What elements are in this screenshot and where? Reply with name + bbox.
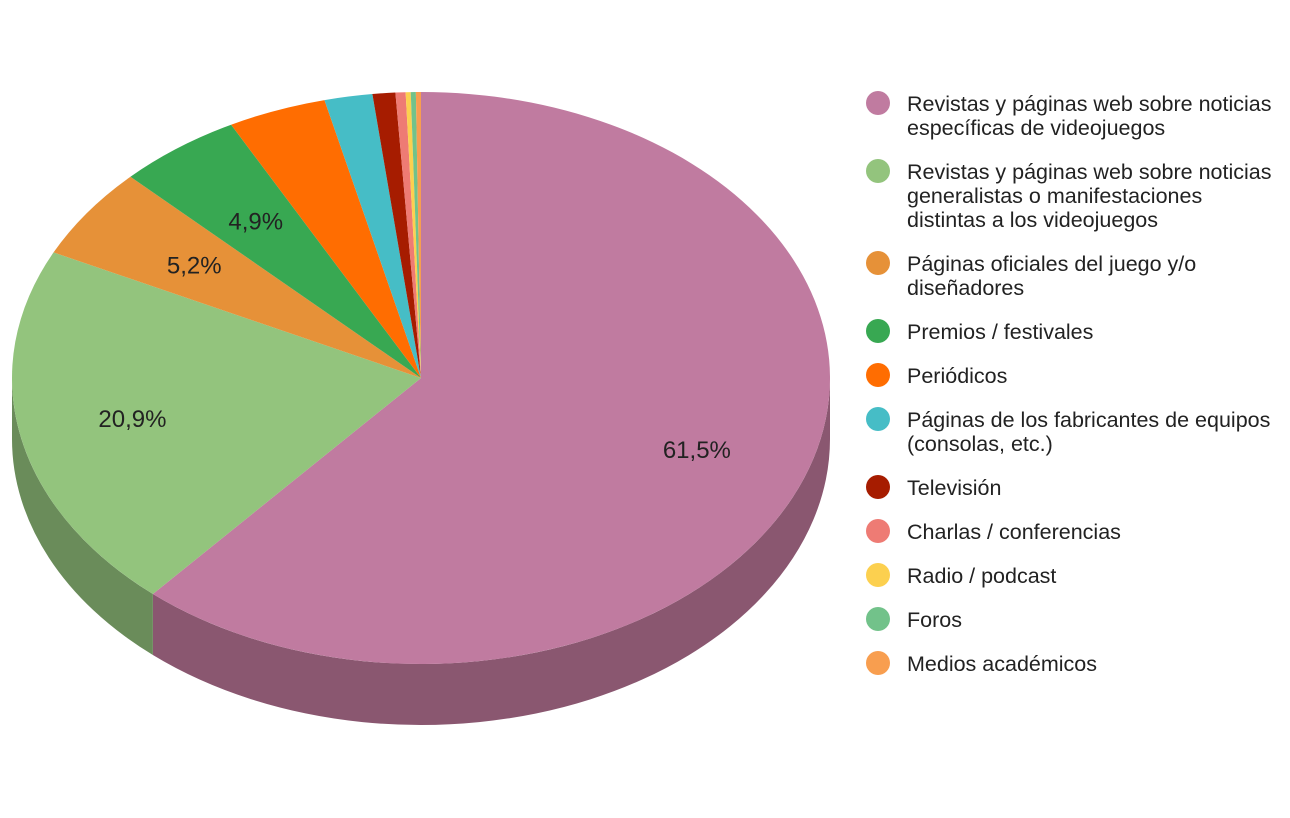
legend-swatch: [866, 319, 890, 343]
legend-label: (consolas, etc.): [907, 432, 1053, 456]
legend-label: específicas de videojuegos: [907, 116, 1165, 140]
slice-side-revistas-y-paginas-web-sobre-noticias-es: [152, 378, 830, 725]
legend-item-charlas-conferencias[interactable]: Charlas / conferencias: [866, 519, 1121, 544]
slice-radio-podcast[interactable]: [405, 92, 421, 378]
legend-label: Páginas oficiales del juego y/o: [907, 252, 1196, 276]
legend-label: Televisión: [907, 476, 1001, 500]
legend-label: diseñadores: [907, 276, 1024, 300]
slice-paginas-de-los-fabricantes-de-equipos-co[interactable]: [324, 94, 421, 378]
legend-item-revistas-y-paginas-web-sobre-noticias-es[interactable]: Revistas y páginas web sobre noticiasesp…: [866, 91, 1272, 140]
pie-slices: [12, 92, 830, 664]
legend-swatch: [866, 607, 890, 631]
slice-periodicos[interactable]: [231, 100, 421, 379]
legend-item-paginas-de-los-fabricantes-de-equipos-co[interactable]: Páginas de los fabricantes de equipos(co…: [866, 407, 1270, 456]
legend-label: Medios académicos: [907, 652, 1097, 676]
slice-paginas-oficiales-del-juego-y-o-disenado[interactable]: [53, 176, 421, 378]
slice-television[interactable]: [372, 92, 421, 378]
slice-charlas-conferencias[interactable]: [395, 92, 421, 379]
slice-revistas-y-paginas-web-sobre-noticias-ge[interactable]: [12, 252, 421, 594]
legend-swatch: [866, 651, 890, 675]
legend-label: Páginas de los fabricantes de equipos: [907, 408, 1270, 432]
slice-labels: 61,5% 20,9% 5,2%4,9%: [98, 209, 731, 464]
slice-label: 61,5%: [663, 437, 731, 464]
legend-item-paginas-oficiales-del-juego-y-o-disenado[interactable]: Páginas oficiales del juego y/odiseñador…: [866, 251, 1196, 300]
legend-item-television[interactable]: Televisión: [866, 475, 1001, 500]
legend-swatch: [866, 91, 890, 115]
legend-label: distintas a los videojuegos: [907, 208, 1158, 232]
slice-label: 4,9%: [228, 209, 283, 236]
legend-swatch: [866, 159, 890, 183]
slice-side-revistas-y-paginas-web-sobre-noticias-ge: [12, 378, 153, 655]
legend-swatch: [866, 363, 890, 387]
legend-item-revistas-y-paginas-web-sobre-noticias-ge[interactable]: Revistas y páginas web sobre noticiasgen…: [866, 159, 1272, 232]
legend-item-medios-academicos[interactable]: Medios académicos: [866, 651, 1097, 676]
legend-item-periodicos[interactable]: Periódicos: [866, 363, 1007, 388]
legend-label: Periódicos: [907, 364, 1007, 388]
legend-label: generalistas o manifestaciones: [907, 184, 1202, 208]
legend-label: Foros: [907, 608, 962, 632]
slice-premios-festivales[interactable]: [130, 124, 421, 378]
legend-swatch: [866, 519, 890, 543]
legend-swatch: [866, 407, 890, 431]
pie-sides: [12, 378, 830, 725]
legend-item-foros[interactable]: Foros: [866, 607, 962, 632]
legend-label: Revistas y páginas web sobre noticias: [907, 160, 1272, 184]
legend-swatch: [866, 475, 890, 499]
legend-item-radio-podcast[interactable]: Radio / podcast: [866, 563, 1056, 588]
slice-foros[interactable]: [410, 92, 421, 378]
slice-medios-academicos[interactable]: [415, 92, 421, 378]
legend: Revistas y páginas web sobre noticiasesp…: [866, 91, 1272, 676]
legend-label: Charlas / conferencias: [907, 520, 1121, 544]
legend-item-premios-festivales[interactable]: Premios / festivales: [866, 319, 1093, 344]
slice-revistas-y-paginas-web-sobre-noticias-es[interactable]: [152, 92, 830, 664]
legend-label: Premios / festivales: [907, 320, 1093, 344]
slice-label: 5,2%: [167, 252, 222, 279]
legend-swatch: [866, 251, 890, 275]
slice-label: 20,9%: [98, 406, 166, 433]
legend-label: Revistas y páginas web sobre noticias: [907, 92, 1272, 116]
legend-swatch: [866, 563, 890, 587]
legend-label: Radio / podcast: [907, 564, 1056, 588]
